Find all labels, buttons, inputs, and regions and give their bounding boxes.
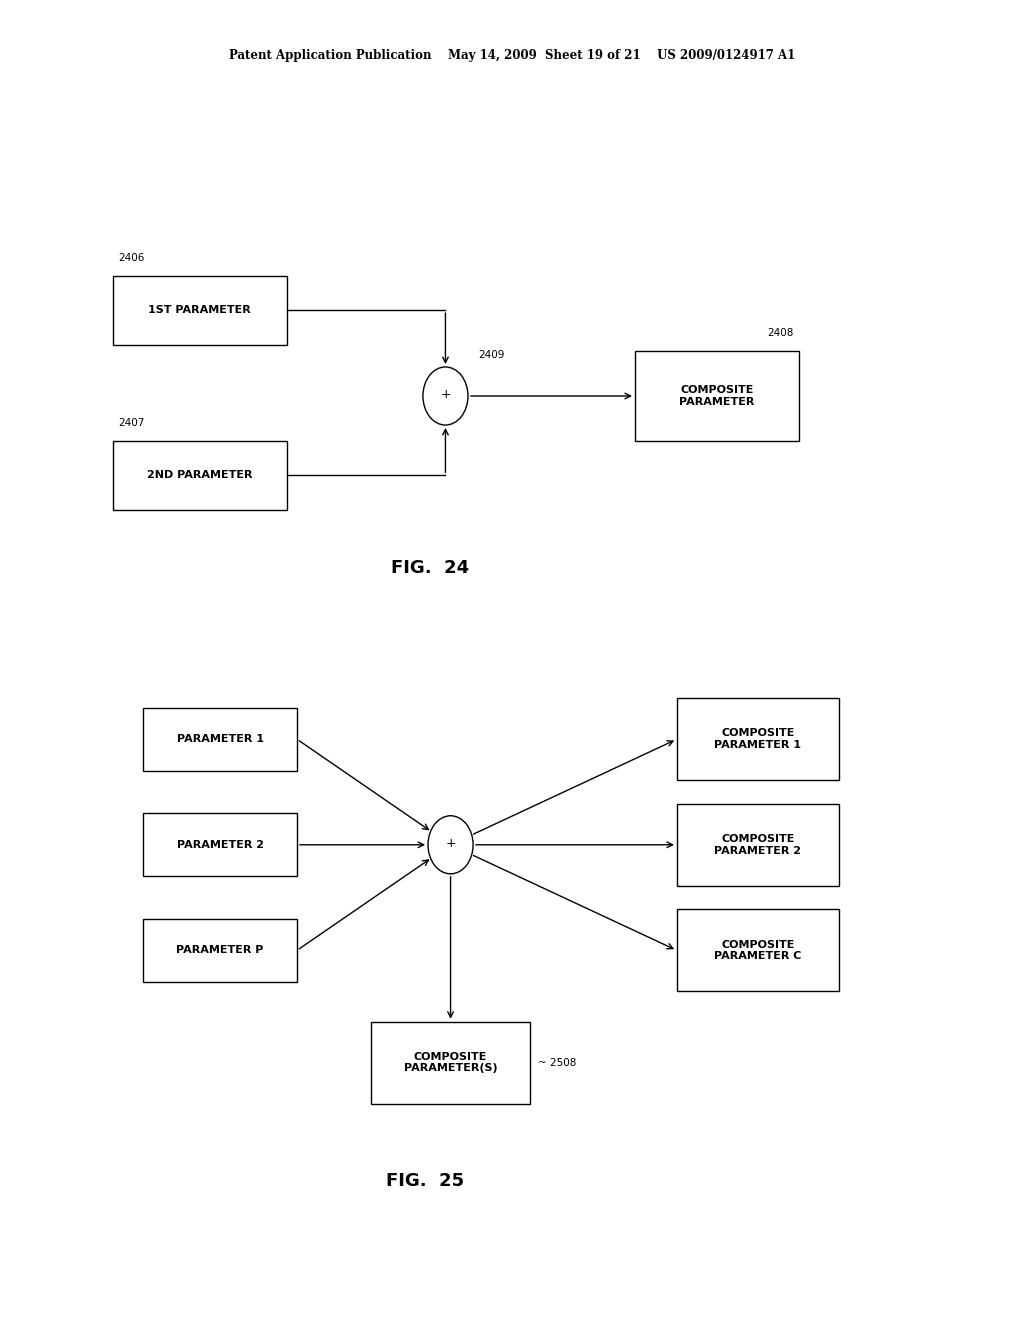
Circle shape	[428, 816, 473, 874]
Text: COMPOSITE
PARAMETER C: COMPOSITE PARAMETER C	[714, 940, 802, 961]
FancyBboxPatch shape	[677, 804, 839, 886]
FancyBboxPatch shape	[371, 1022, 530, 1104]
FancyBboxPatch shape	[677, 909, 839, 991]
Text: 2407: 2407	[118, 417, 144, 428]
FancyBboxPatch shape	[143, 708, 297, 771]
Text: COMPOSITE
PARAMETER: COMPOSITE PARAMETER	[679, 385, 755, 407]
Text: PARAMETER 1: PARAMETER 1	[177, 734, 263, 744]
Text: Patent Application Publication    May 14, 2009  Sheet 19 of 21    US 2009/012491: Patent Application Publication May 14, 2…	[229, 49, 795, 62]
Text: 2406: 2406	[118, 252, 144, 263]
Text: PARAMETER 2: PARAMETER 2	[177, 840, 263, 850]
FancyBboxPatch shape	[677, 698, 839, 780]
FancyBboxPatch shape	[143, 813, 297, 876]
Text: COMPOSITE
PARAMETER 2: COMPOSITE PARAMETER 2	[715, 834, 801, 855]
FancyBboxPatch shape	[113, 441, 287, 510]
Text: 2ND PARAMETER: 2ND PARAMETER	[146, 470, 253, 480]
Text: 2409: 2409	[478, 350, 505, 360]
FancyBboxPatch shape	[113, 276, 287, 345]
Text: FIG.  24: FIG. 24	[391, 558, 469, 577]
Text: COMPOSITE
PARAMETER(S): COMPOSITE PARAMETER(S)	[403, 1052, 498, 1073]
Text: +: +	[440, 388, 451, 401]
Text: PARAMETER P: PARAMETER P	[176, 945, 264, 956]
FancyBboxPatch shape	[143, 919, 297, 982]
Text: 2408: 2408	[767, 327, 794, 338]
FancyBboxPatch shape	[635, 351, 799, 441]
Text: 1ST PARAMETER: 1ST PARAMETER	[148, 305, 251, 315]
Text: ~ 2508: ~ 2508	[539, 1057, 577, 1068]
Circle shape	[423, 367, 468, 425]
Text: +: +	[445, 837, 456, 850]
Text: FIG.  25: FIG. 25	[386, 1172, 464, 1191]
Text: COMPOSITE
PARAMETER 1: COMPOSITE PARAMETER 1	[715, 729, 801, 750]
